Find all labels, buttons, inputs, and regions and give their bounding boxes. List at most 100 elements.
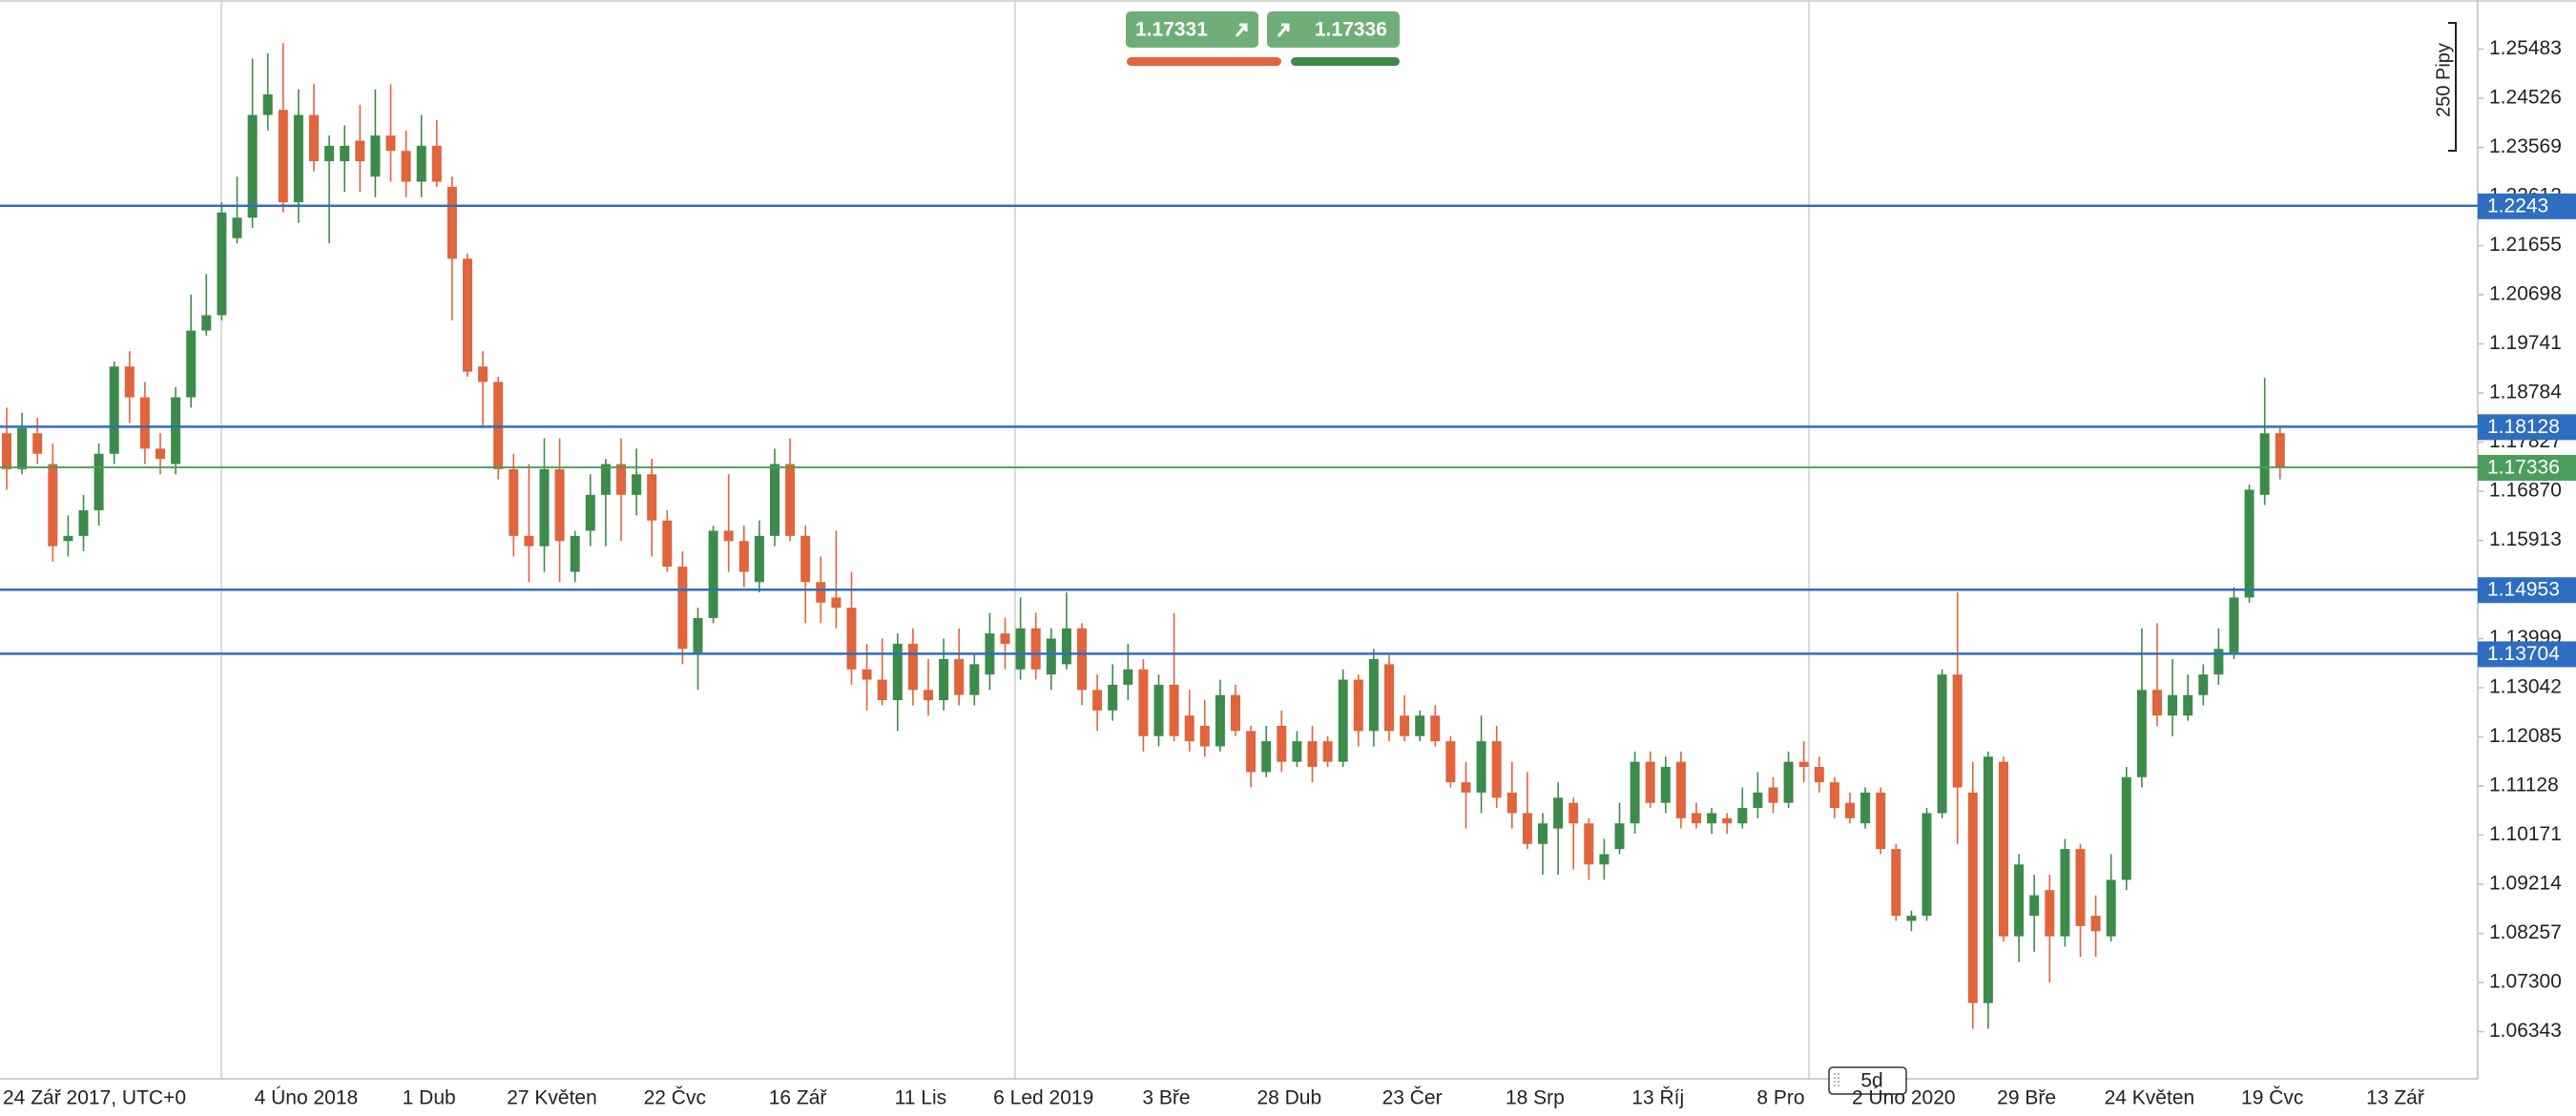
x-tick-label: 27 Květen xyxy=(507,1087,597,1109)
candle-body xyxy=(1261,741,1272,773)
x-tick-label: 29 Bře xyxy=(1997,1087,2056,1109)
candle-body xyxy=(647,474,657,521)
y-tick-label: 1.20698 xyxy=(2489,283,2562,305)
candle-body xyxy=(570,535,580,572)
y-tick-label: 1.25483 xyxy=(2489,37,2562,59)
y-tick-label: 1.10171 xyxy=(2489,823,2562,845)
bid-price[interactable]: 1.17331 xyxy=(1135,19,1208,41)
candle-body xyxy=(324,145,335,161)
candle-body xyxy=(370,135,381,177)
candle-body xyxy=(939,659,949,701)
candle-body xyxy=(171,397,181,465)
candle-body xyxy=(247,114,258,218)
y-tick-label: 1.15913 xyxy=(2489,528,2562,550)
candle-body xyxy=(416,145,426,182)
candle-body xyxy=(738,541,749,572)
candle-body xyxy=(1307,741,1318,768)
candle-body xyxy=(585,494,595,531)
candle-body xyxy=(2168,694,2178,716)
x-tick-label: 11 Lis xyxy=(895,1087,946,1109)
candle-body xyxy=(1400,715,1410,736)
x-tick-label: 1 Dub xyxy=(403,1087,456,1109)
candle-body xyxy=(907,643,918,691)
y-tick-label: 1.21655 xyxy=(2489,234,2562,256)
timeframe-label[interactable]: 5d xyxy=(1860,1070,1882,1092)
candle-body xyxy=(1277,725,1287,762)
candle-body xyxy=(1077,628,1087,691)
candle-body xyxy=(816,582,826,603)
candle-body xyxy=(1798,761,1809,768)
candle-body xyxy=(1722,817,1733,824)
x-tick-label: 13 Říj xyxy=(1631,1087,1684,1109)
candle-body xyxy=(862,669,872,680)
price-axis: 1.254831.245261.235691.226121.216551.206… xyxy=(2478,37,2562,1042)
candle-body xyxy=(1061,628,1071,665)
candle-body xyxy=(846,608,857,670)
candle-body xyxy=(1599,854,1610,865)
y-tick-label: 1.23569 xyxy=(2489,135,2562,157)
candle-body xyxy=(754,535,764,583)
candle-body xyxy=(1584,823,1594,865)
candle-body xyxy=(1753,792,1763,809)
candle-body xyxy=(1338,679,1348,762)
timeframe-button[interactable]: 5d xyxy=(1828,1066,1907,1095)
candle-body xyxy=(1092,690,1103,711)
candle-body xyxy=(1184,715,1195,742)
candle-body xyxy=(1675,761,1686,818)
candle-body xyxy=(278,110,288,203)
candle-body xyxy=(954,659,965,695)
candle-body xyxy=(2136,690,2147,777)
level-chips: 1.2243 1.18128 1.14953 1.13704 1.17336 xyxy=(2478,193,2576,668)
x-tick-label: 16 Zář xyxy=(769,1087,828,1109)
candle-body xyxy=(1123,669,1133,685)
candles xyxy=(2,43,2285,1029)
candle-body xyxy=(447,186,457,259)
y-tick-label: 1.11128 xyxy=(2489,775,2559,796)
timeframe-button-bg[interactable] xyxy=(1828,1066,1907,1095)
level-chip xyxy=(2478,193,2576,219)
level-chip-label: 1.13704 xyxy=(2487,643,2560,665)
candle-body xyxy=(1322,741,1333,762)
candle-body xyxy=(2014,864,2025,937)
y-tick-label: 1.08257 xyxy=(2489,921,2562,943)
candle-body xyxy=(217,212,227,316)
ask-price[interactable]: 1.17336 xyxy=(1315,19,1387,41)
candle-body xyxy=(1445,741,1456,783)
candle-body xyxy=(1891,849,1901,917)
candle-body xyxy=(1231,694,1240,732)
sell-arrow xyxy=(1235,23,1248,37)
buy-sentiment-bar xyxy=(1291,57,1400,66)
candle-body xyxy=(1000,633,1010,644)
candle-body xyxy=(2213,649,2224,675)
candle-body xyxy=(1768,787,1778,803)
x-tick-label: 4 Úno 2018 xyxy=(255,1087,359,1109)
candle-body xyxy=(109,366,119,454)
candle-body xyxy=(478,366,488,382)
candle-body xyxy=(800,535,811,583)
candle-body xyxy=(1415,715,1425,736)
x-tick-label: 3 Bře xyxy=(1142,1087,1190,1109)
level-chip-label: 1.17336 xyxy=(2487,456,2560,478)
buy-button[interactable]: 1.17336 xyxy=(1267,11,1400,48)
candle-body xyxy=(2029,895,2040,917)
candle-body xyxy=(1108,684,1118,711)
buy-button-bg[interactable] xyxy=(1267,11,1400,48)
candle-body xyxy=(1845,802,1855,818)
candle-body xyxy=(616,464,626,495)
candle-body xyxy=(1491,741,1502,798)
level-chip xyxy=(2478,414,2576,441)
candle-body xyxy=(554,468,565,542)
x-tick-label: 13 Zář xyxy=(2366,1087,2425,1109)
candle-body xyxy=(1015,628,1026,670)
candle-body xyxy=(2,433,11,469)
candle-body xyxy=(1553,797,1564,829)
buy-arrow xyxy=(1277,23,1290,37)
candle-body xyxy=(1983,756,1993,1003)
sell-button[interactable]: 1.17331 xyxy=(1126,11,1258,48)
sell-button-bg[interactable] xyxy=(1126,11,1258,48)
time-axis: 24 Zář 2017, UTC+0 4 Úno 2018 1 Dub 27 Květ… xyxy=(3,1087,2425,1109)
x-tick-label: 22 Čvc xyxy=(644,1087,706,1109)
candle-body xyxy=(1506,792,1517,814)
level-chip-label: 1.14953 xyxy=(2487,579,2560,601)
